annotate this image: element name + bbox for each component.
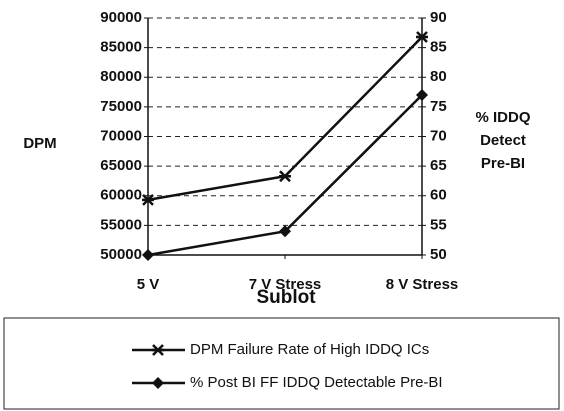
y2-tick-label: 55 xyxy=(430,216,447,233)
legend-label: % Post BI FF IDDQ Detectable Pre-BI xyxy=(190,374,443,391)
y2-tick-label: 85 xyxy=(430,39,447,56)
point xyxy=(416,89,428,102)
y-tick-label: 60000 xyxy=(100,187,142,204)
y2-tick-label: 90 xyxy=(430,9,447,26)
y-axis-label: DPM xyxy=(23,135,56,152)
x-tick-label: 7 V Stress xyxy=(249,276,322,293)
y-tick-label: 85000 xyxy=(100,39,142,56)
y-tick-label: 80000 xyxy=(100,68,142,85)
point xyxy=(279,225,291,238)
y-tick-label: 75000 xyxy=(100,98,142,115)
point xyxy=(152,344,164,356)
y2-tick-label: 75 xyxy=(430,98,447,115)
x-axis-label: Sublot xyxy=(256,287,316,308)
point xyxy=(142,249,154,261)
y2-axis-label: Pre-BI xyxy=(481,155,525,172)
point xyxy=(416,31,428,43)
y2-tick-label: 50 xyxy=(430,246,447,263)
y2-tick-label: 65 xyxy=(430,157,447,174)
y2-axis-label: % IDDQ xyxy=(475,109,530,126)
y-tick-label: 50000 xyxy=(100,246,142,263)
y-tick-label: 65000 xyxy=(100,157,142,174)
point xyxy=(152,377,164,389)
y2-tick-label: 70 xyxy=(430,127,447,144)
y2-tick-label: 60 xyxy=(430,187,447,204)
point xyxy=(142,194,154,206)
legend-box xyxy=(3,317,560,410)
x-tick-label: 5 V xyxy=(137,276,160,293)
y2-axis-label: Detect xyxy=(480,132,526,149)
y2-tick-label: 80 xyxy=(430,68,447,85)
y-tick-label: 70000 xyxy=(100,127,142,144)
legend-label: DPM Failure Rate of High IDDQ ICs xyxy=(190,341,429,358)
y-tick-label: 55000 xyxy=(100,216,142,233)
point xyxy=(279,170,291,183)
x-tick-label: 8 V Stress xyxy=(386,276,459,293)
y-tick-label: 90000 xyxy=(100,9,142,26)
